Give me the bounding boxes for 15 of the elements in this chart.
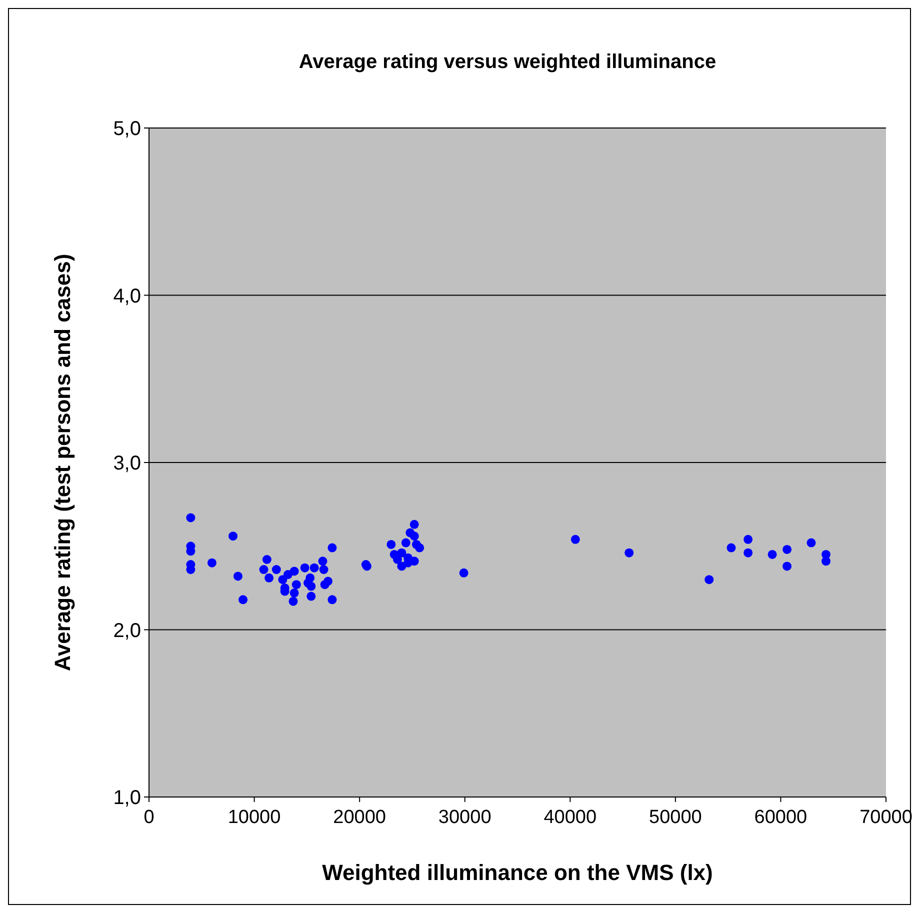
x-tick-label: 30000	[438, 807, 492, 828]
y-tick-label: 3,0	[113, 452, 141, 474]
x-tick-label: 50000	[649, 807, 702, 828]
y-tick-label: 4,0	[113, 285, 141, 308]
x-axis-title: Weighted illuminance on the VMS (lx)	[322, 860, 713, 885]
x-tick-label: 60000	[754, 807, 808, 828]
y-axis-title: Average rating (test persons and cases)	[50, 254, 75, 672]
y-tick-label: 2,0	[113, 620, 141, 642]
chart-title: Average rating versus weighted illuminance	[298, 51, 716, 73]
x-tick-label: 20000	[333, 807, 386, 828]
y-tick-label: 5,0	[113, 118, 141, 140]
x-tick-label: 40000	[544, 807, 597, 828]
x-tick-label: 10000	[228, 807, 281, 828]
y-tick-label: 1,0	[113, 787, 141, 809]
x-tick-label: 0	[144, 807, 154, 828]
